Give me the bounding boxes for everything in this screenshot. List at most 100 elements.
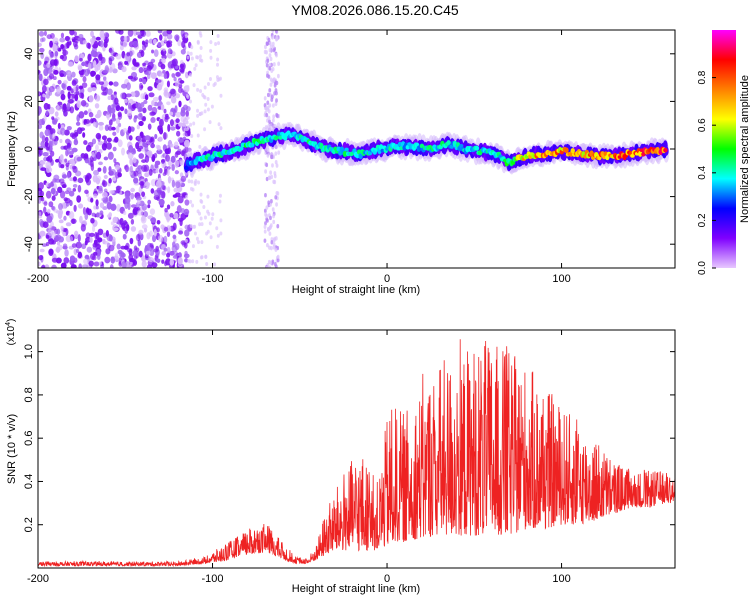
noise-cell	[190, 45, 194, 50]
colorbar: 0.0 0.2 0.4 0.6 0.8 Normalized spectral ampl…	[697, 30, 750, 275]
noise-cell	[91, 151, 95, 158]
noise-cell	[38, 254, 44, 261]
noise-cell	[96, 151, 102, 160]
noise-cell	[184, 130, 190, 137]
noise-cell	[138, 82, 144, 91]
noise-cell	[56, 241, 61, 246]
noise-cell	[174, 151, 179, 158]
noise-cell	[59, 155, 64, 164]
noise-cell	[215, 244, 219, 249]
noise-cell	[186, 51, 190, 56]
colorbar-label: Normalized spectral amplitude	[739, 75, 750, 223]
stripe-cell	[263, 229, 267, 234]
noise-cell	[174, 170, 179, 175]
noise-cell	[77, 203, 84, 209]
noise-cell	[38, 182, 44, 190]
noise-cell	[108, 244, 115, 252]
stripe-cell	[274, 30, 278, 34]
noise-cell	[197, 180, 201, 185]
noise-cell	[116, 125, 120, 134]
noise-cell	[56, 86, 61, 94]
noise-cell	[193, 231, 197, 236]
noise-cell	[219, 126, 223, 131]
noise-cell	[127, 30, 134, 37]
noise-cell	[68, 211, 75, 220]
noise-cell	[101, 91, 107, 96]
noise-cell	[197, 240, 201, 245]
noise-cell	[204, 254, 208, 259]
noise-cell	[64, 35, 70, 42]
noise-cell	[41, 264, 46, 268]
noise-cell	[141, 224, 148, 230]
noise-cell	[57, 101, 63, 106]
noise-cell	[172, 241, 176, 248]
noise-cell	[102, 180, 108, 188]
noise-cell	[130, 192, 135, 200]
noise-cell	[153, 228, 158, 237]
stripe-cell	[267, 200, 271, 205]
noise-cell	[132, 208, 138, 216]
noise-cell	[133, 259, 138, 266]
noise-cell	[121, 147, 126, 156]
noise-cell	[83, 140, 88, 146]
stripe-cell	[264, 106, 268, 111]
stripe-cell	[269, 44, 273, 49]
noise-cell	[50, 187, 56, 195]
noise-cell	[42, 93, 46, 98]
noise-cell	[62, 228, 68, 233]
noise-cell	[63, 215, 67, 221]
noise-cell	[48, 73, 55, 80]
noise-cell	[44, 128, 51, 137]
noise-cell	[133, 76, 139, 81]
stripe-cell	[268, 245, 271, 250]
noise-cell	[133, 90, 140, 98]
noise-cell	[84, 189, 89, 194]
noise-cell	[161, 259, 165, 264]
noise-cell	[200, 58, 204, 63]
noise-cell	[73, 204, 77, 212]
noise-cell	[166, 246, 171, 252]
noise-cell	[145, 70, 152, 76]
noise-cell	[98, 185, 103, 192]
noise-cell	[195, 259, 199, 264]
noise-cell	[38, 198, 42, 204]
noise-cell	[87, 208, 92, 216]
noise-cell	[180, 48, 186, 55]
stripe-cell	[272, 78, 276, 83]
noise-cell	[180, 213, 187, 221]
x-tick-label: 100	[552, 573, 570, 585]
noise-cell	[170, 88, 177, 97]
noise-cell	[91, 225, 96, 233]
colorbar-tick-label: 0.6	[697, 118, 708, 132]
noise-cell	[110, 221, 115, 226]
stripe-cell	[269, 82, 273, 87]
noise-cell	[38, 42, 42, 47]
noise-cell	[55, 257, 62, 264]
noise-cell	[196, 108, 200, 113]
noise-cell	[84, 118, 91, 124]
noise-cell	[175, 80, 180, 88]
y-tick-label: 20	[23, 95, 35, 107]
noise-cell	[151, 262, 158, 268]
noise-cell	[71, 218, 75, 225]
noise-cell	[46, 62, 51, 69]
noise-cell	[60, 93, 66, 101]
noise-cell	[169, 250, 175, 256]
noise-cell	[192, 224, 196, 229]
noise-cell	[127, 212, 134, 219]
noise-cell	[190, 134, 194, 139]
snr-ylabel: SNR (10 * v/v)	[6, 414, 18, 484]
noise-cell	[131, 127, 135, 132]
noise-cell	[71, 165, 77, 170]
stripe-cell	[268, 119, 271, 124]
noise-cell	[57, 122, 61, 130]
noise-cell	[161, 159, 166, 163]
stripe-cell	[266, 92, 270, 98]
noise-cell	[106, 214, 112, 218]
noise-cell	[62, 183, 67, 188]
noise-cell	[147, 104, 153, 111]
noise-cell	[96, 109, 102, 118]
stripe-cell	[265, 112, 269, 118]
noise-cell	[125, 93, 132, 98]
noise-cell	[98, 81, 105, 86]
